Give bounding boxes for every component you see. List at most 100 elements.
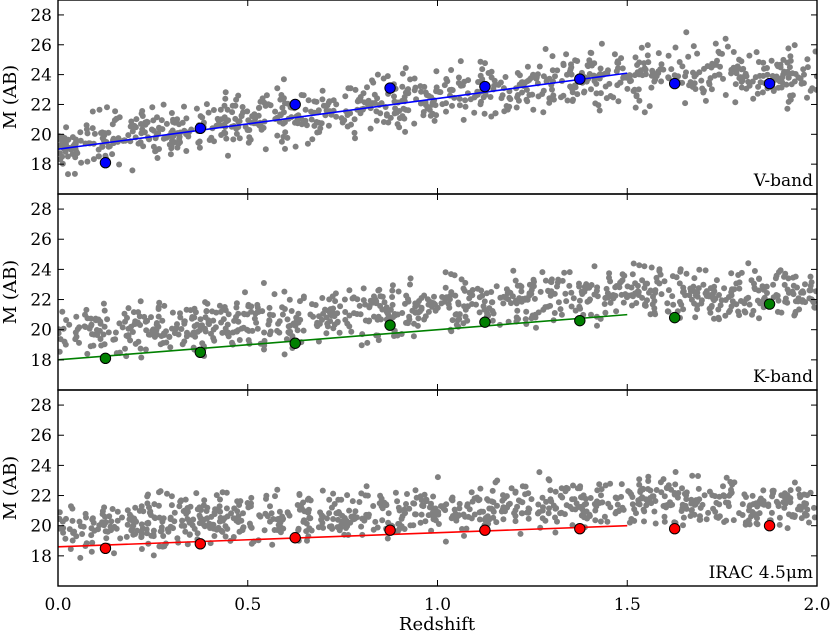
galaxy-point — [448, 67, 455, 73]
galaxy-point — [625, 488, 632, 495]
galaxy-point — [325, 122, 332, 129]
galaxy-point — [261, 329, 268, 336]
galaxy-point — [756, 275, 762, 282]
galaxy-point — [432, 301, 438, 308]
galaxy-point — [528, 496, 535, 503]
galaxy-point — [691, 73, 698, 80]
y-tick-label: 24 — [30, 260, 52, 280]
galaxy-point — [813, 86, 817, 93]
galaxy-point — [709, 492, 716, 499]
binned-point — [194, 538, 207, 550]
galaxy-point — [790, 274, 797, 281]
galaxy-point — [313, 98, 320, 105]
galaxy-point — [749, 492, 756, 499]
galaxy-point — [89, 516, 96, 523]
galaxy-point — [680, 306, 687, 313]
galaxy-point — [277, 96, 284, 103]
galaxy-point — [356, 302, 363, 309]
galaxy-point — [675, 73, 682, 80]
galaxy-point — [95, 153, 102, 160]
galaxy-point — [399, 513, 406, 520]
galaxy-point — [154, 331, 160, 338]
galaxy-point — [88, 525, 95, 532]
galaxy-point — [238, 112, 245, 119]
galaxy-point — [753, 49, 760, 56]
galaxy-point — [741, 308, 748, 315]
galaxy-point — [543, 498, 550, 505]
galaxy-point — [736, 285, 743, 292]
galaxy-point — [364, 339, 371, 346]
galaxy-point — [416, 298, 422, 304]
galaxy-point — [791, 514, 798, 520]
galaxy-point — [791, 78, 798, 85]
galaxy-point — [236, 135, 243, 142]
binned-point — [289, 98, 301, 111]
galaxy-point — [144, 500, 151, 507]
galaxy-point — [570, 295, 577, 302]
galaxy-point — [351, 116, 358, 123]
galaxy-point — [642, 66, 649, 73]
galaxy-point — [698, 77, 705, 84]
galaxy-point — [739, 501, 746, 508]
galaxy-point — [547, 496, 554, 503]
galaxy-point — [462, 279, 469, 286]
galaxy-point — [471, 109, 478, 116]
galaxy-point — [629, 271, 636, 278]
galaxy-point — [179, 341, 186, 348]
galaxy-point — [181, 103, 187, 110]
galaxy-point — [601, 301, 608, 307]
galaxy-point — [367, 297, 374, 304]
galaxy-point — [594, 322, 600, 329]
galaxy-point — [356, 499, 363, 505]
galaxy-point — [350, 513, 357, 520]
galaxy-point — [798, 80, 805, 87]
galaxy-point — [179, 119, 186, 126]
galaxy-point — [478, 287, 485, 294]
galaxy-point — [655, 50, 662, 57]
galaxy-point — [631, 506, 638, 513]
galaxy-point — [159, 126, 166, 133]
galaxy-point — [183, 306, 190, 313]
panel-label: V-band — [753, 171, 813, 191]
galaxy-point — [720, 492, 727, 499]
galaxy-point — [639, 72, 646, 79]
galaxy-point — [690, 288, 697, 295]
galaxy-point — [613, 308, 620, 315]
galaxy-point — [244, 108, 251, 115]
galaxy-point — [300, 327, 307, 334]
galaxy-point — [755, 59, 762, 65]
galaxy-point — [731, 479, 738, 486]
galaxy-point — [324, 102, 331, 109]
galaxy-point — [452, 292, 459, 299]
galaxy-point — [749, 78, 756, 85]
galaxy-point — [596, 481, 603, 488]
galaxy-point — [546, 477, 553, 484]
galaxy-point — [557, 306, 564, 313]
galaxy-point — [594, 487, 601, 494]
galaxy-point — [156, 299, 163, 306]
galaxy-point — [99, 511, 106, 518]
galaxy-point — [362, 492, 369, 499]
galaxy-point — [464, 303, 471, 310]
galaxy-point — [155, 502, 162, 509]
galaxy-point — [131, 122, 138, 129]
galaxy-point — [281, 119, 288, 126]
galaxy-point — [307, 497, 314, 504]
galaxy-point — [570, 482, 576, 489]
galaxy-point — [508, 485, 515, 492]
galaxy-point — [177, 498, 184, 505]
galaxy-point — [494, 477, 501, 484]
galaxy-point — [168, 493, 175, 500]
fit-line — [58, 313, 628, 361]
galaxy-point — [751, 268, 758, 274]
binned-point — [574, 73, 586, 85]
galaxy-point — [479, 66, 486, 73]
galaxy-point — [90, 156, 97, 163]
galaxy-point — [652, 498, 659, 504]
galaxy-point — [108, 518, 115, 525]
galaxy-point — [648, 264, 655, 271]
galaxy-point — [653, 73, 660, 80]
galaxy-point — [223, 505, 230, 512]
galaxy-point — [286, 512, 293, 519]
galaxy-point — [542, 46, 549, 52]
